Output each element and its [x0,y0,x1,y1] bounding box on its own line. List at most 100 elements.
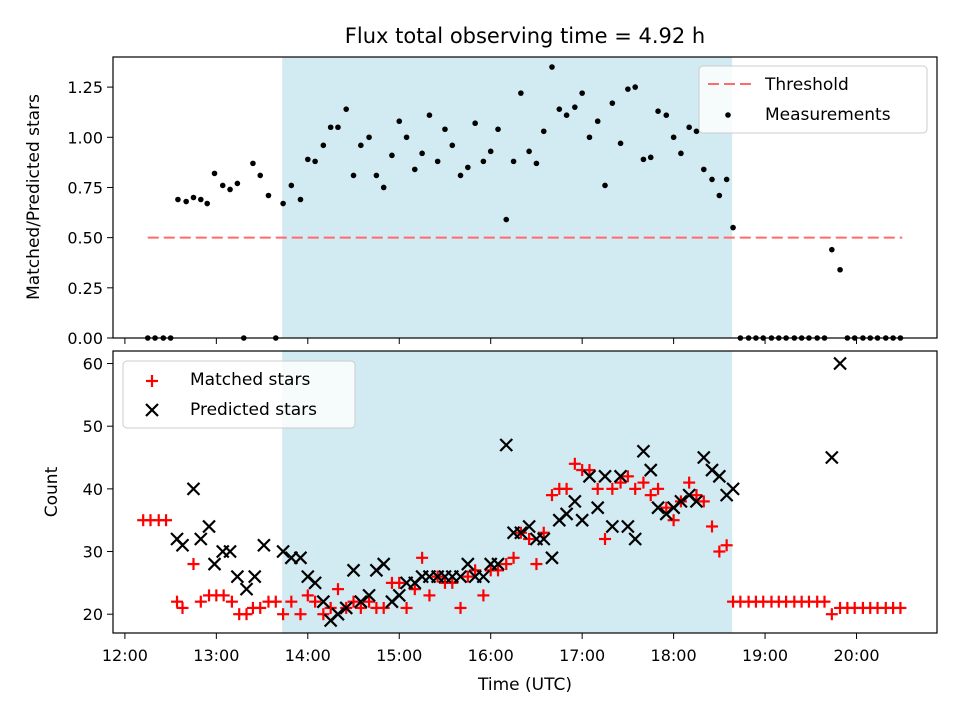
measurement-point [480,158,487,165]
predicted-star-point [230,569,245,584]
predicted-star-point [514,525,528,540]
matched-star-point [461,570,474,583]
top-shaded-span [282,57,733,338]
predicted-star-point [476,569,491,584]
top-y-tick-label: 0.25 [67,279,103,298]
measurement-point [709,176,715,183]
top-y-tick-label: 1.25 [67,78,103,97]
legend-matched-marker [146,375,158,387]
predicted-star-point [239,582,254,596]
measurement-point [602,182,608,189]
matched-star-point [652,482,665,495]
measurement-point [670,134,677,141]
predicted-star-point [223,544,237,559]
measurement-point [183,198,189,205]
predicted-star-point [276,544,290,559]
measurement-point [343,106,350,112]
matched-star-point [176,601,189,614]
matched-star-point [317,608,330,621]
matched-star-point [545,489,558,502]
legend-predicted-label: Predicted stars [190,400,317,420]
measurement-point [288,182,295,189]
predicted-star-point [202,519,216,534]
predicted-star-point [536,532,551,546]
measurement-point [572,104,578,110]
measurement-point [403,134,410,141]
legend-matched-label: Matched stars [190,370,310,390]
bottom-legend: Matched stars Predicted stars [122,360,356,429]
matched-star-point [683,476,696,489]
matched-star-point [277,608,290,621]
measurement-point [655,108,661,114]
predicted-star-point [582,469,597,484]
matched-star-point [477,589,490,602]
measurement-point [526,148,532,155]
measurement-point [327,124,334,131]
predicted-stars-series [170,356,847,628]
measurement-point [495,126,501,133]
matched-star-point [706,520,719,533]
matched-star-point [568,457,581,470]
matched-stars-series [137,457,907,621]
predicted-star-point [392,588,407,603]
matched-star-point [423,589,436,602]
measurement-point [297,196,304,203]
predicted-star-point [186,482,201,496]
measurement-point [373,172,380,179]
bottom-x-tick-label: 20:00 [833,646,879,665]
top-axis-ticks: 0.00 0.25 0.50 0.75 1.00 1.25 [67,78,858,348]
matched-star-point [537,526,550,539]
x-axis-label: Time (UTC) [477,675,572,695]
legend-predicted-marker [145,403,159,417]
top-y-axis-label: Matched/Predicted stars [24,94,44,300]
predicted-star-point [590,500,605,515]
bottom-x-tick-label: 12:00 [102,646,148,665]
predicted-star-point [559,507,574,521]
measurement-point [730,224,736,231]
predicted-star-point [293,551,308,565]
matched-star-point [400,601,413,614]
predicted-star-point [362,588,376,603]
matched-star-point [331,583,344,596]
measurement-point [211,170,218,177]
matched-star-point [500,558,513,571]
predicted-star-point [628,532,642,546]
bottom-axis-ticks: 20 30 40 50 60 12:00 13:00 14:00 15:00 16:00 17:00… [83,355,880,665]
measurement-point [426,112,433,119]
predicted-star-point [689,494,704,509]
bottom-axes-frame [112,350,938,634]
measurement-point [503,216,510,223]
predicted-star-point [636,444,651,459]
measurement-point [563,112,570,119]
bottom-y-axis-label: Count [42,466,62,517]
bottom-x-tick-label: 14:00 [285,646,331,665]
bottom-x-tick-label: 16:00 [468,646,514,665]
predicted-star-point [339,601,353,615]
bottom-x-tick-label: 18:00 [651,646,697,665]
top-y-tick-label: 1.00 [67,128,103,147]
measurement-point [396,118,403,125]
predicted-star-point [316,594,331,609]
matched-star-point [507,551,520,564]
matched-star-point [408,583,421,596]
predicted-star-point [605,519,620,534]
top-legend-box [698,65,928,134]
matched-star-point [454,601,467,614]
matched-star-point [160,514,173,527]
matched-star-point [894,601,907,614]
predicted-star-point [247,569,262,584]
predicted-star-point [453,569,468,584]
measurement-point [257,172,264,179]
measurement-point [335,124,341,131]
bottom-legend-box [122,360,356,429]
matched-star-point [621,470,634,483]
bottom-y-tick-label: 20 [83,605,103,624]
measurement-point [234,180,241,187]
measurement-point [686,124,692,131]
predicted-star-point [331,607,345,621]
matched-star-point [194,595,207,608]
predicted-star-point [613,469,628,484]
measurement-point [449,142,456,149]
matched-star-point [606,482,619,495]
